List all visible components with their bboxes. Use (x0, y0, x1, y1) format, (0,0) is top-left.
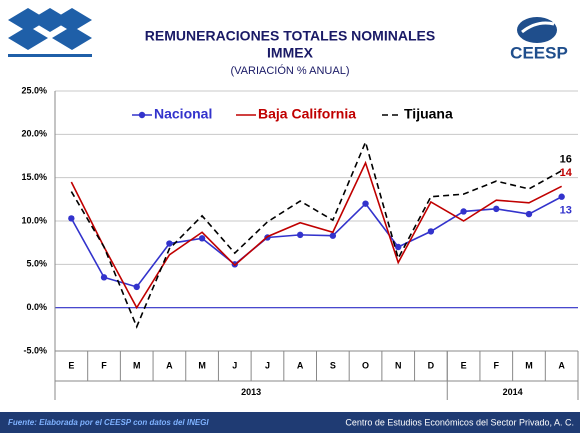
point-marker (362, 200, 369, 207)
footer-bar (0, 412, 580, 433)
legend-label: Tijuana (404, 106, 453, 122)
data-label: 16 (560, 154, 572, 166)
y-tick-label: 0.0% (26, 302, 47, 312)
data-label: 13 (560, 205, 572, 217)
y-tick-label: 10.0% (21, 215, 47, 225)
x-tick-label: A (558, 360, 565, 370)
logo-shape (8, 8, 92, 50)
x-tick-label: D (428, 360, 435, 370)
chart-title: REMUNERACIONES TOTALES NOMINALES (145, 28, 435, 44)
year-label: 2013 (241, 387, 261, 397)
y-tick-label: -5.0% (23, 345, 47, 355)
x-tick-label: A (297, 360, 304, 370)
legend-marker (138, 111, 146, 119)
x-tick-label: J (265, 360, 270, 370)
point-marker (133, 283, 140, 291)
point-marker (525, 210, 533, 218)
chart-title: IMMEX (267, 45, 314, 61)
ceesp-logo: CEESP (510, 17, 568, 62)
legend-label: Nacional (154, 106, 212, 122)
x-tick-label: J (232, 360, 237, 370)
data-label: 14 (560, 167, 573, 179)
point-marker (329, 232, 337, 239)
footer-org: Centro de Estudios Económicos del Sector… (345, 417, 574, 427)
point-marker (166, 240, 173, 247)
x-tick-label: O (362, 360, 369, 370)
chart-subtitle: (VARIACIÓN % ANUAL) (231, 64, 350, 77)
x-tick-label: M (525, 360, 533, 370)
point-marker (427, 228, 435, 235)
y-tick-label: 15.0% (21, 172, 47, 182)
footer-source: Fuente: Elaborada por el CEESP con datos… (8, 418, 209, 427)
y-tick-label: 5.0% (26, 259, 47, 269)
series-line (70, 139, 563, 329)
x-tick-label: F (494, 360, 500, 370)
point-marker (395, 243, 402, 251)
point-marker (198, 235, 206, 242)
logo-line (8, 54, 92, 57)
logo-swoosh (521, 21, 555, 34)
legend-label: Baja California (258, 106, 356, 122)
point-marker (493, 205, 500, 213)
x-tick-label: M (133, 360, 141, 370)
x-tick-label: E (68, 360, 74, 370)
y-tick-label: 20.0% (21, 129, 47, 139)
cce-logo (8, 8, 92, 57)
point-marker (100, 274, 108, 281)
y-tick-label: 25.0% (21, 85, 47, 95)
year-label: 2014 (503, 387, 523, 397)
point-marker (460, 208, 467, 215)
x-tick-label: M (198, 360, 206, 370)
x-tick-label: F (101, 360, 107, 370)
point-marker (558, 193, 565, 200)
x-tick-label: N (395, 360, 402, 370)
point-marker (296, 231, 304, 239)
x-tick-label: E (461, 360, 467, 370)
logo-text: CEESP (510, 43, 568, 62)
x-tick-label: A (166, 360, 173, 370)
point-marker (68, 215, 75, 222)
series-line (70, 160, 563, 310)
x-tick-label: S (330, 360, 336, 370)
